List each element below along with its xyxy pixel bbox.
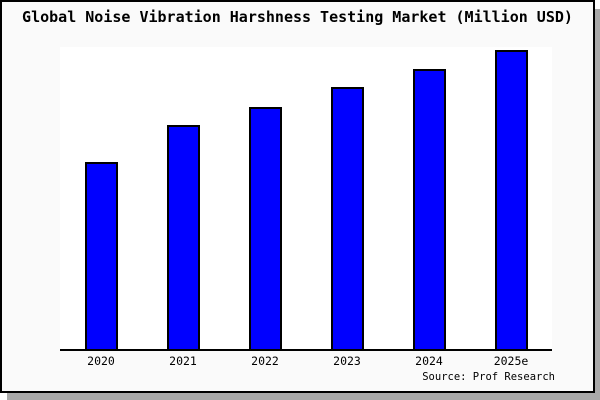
x-tick-label-2025e: 2025e [493, 354, 529, 368]
x-tick-label-2023: 2023 [333, 354, 361, 368]
bar-2025e [494, 50, 528, 349]
bar-2024 [412, 69, 446, 349]
x-tick-label-2021: 2021 [169, 354, 197, 368]
bar-2020 [84, 162, 118, 349]
plot-area [60, 47, 552, 351]
bar-2022 [248, 107, 282, 349]
source-caption: Source: Prof Research [422, 371, 555, 383]
bar-2023 [330, 87, 364, 349]
x-tick-label-2024: 2024 [415, 354, 443, 368]
x-tick-label-2020: 2020 [87, 354, 115, 368]
chart-title: Global Noise Vibration Harshness Testing… [22, 8, 573, 26]
bar-2021 [166, 125, 200, 349]
x-tick-label-2022: 2022 [251, 354, 279, 368]
chart-frame: Global Noise Vibration Harshness Testing… [0, 0, 595, 393]
